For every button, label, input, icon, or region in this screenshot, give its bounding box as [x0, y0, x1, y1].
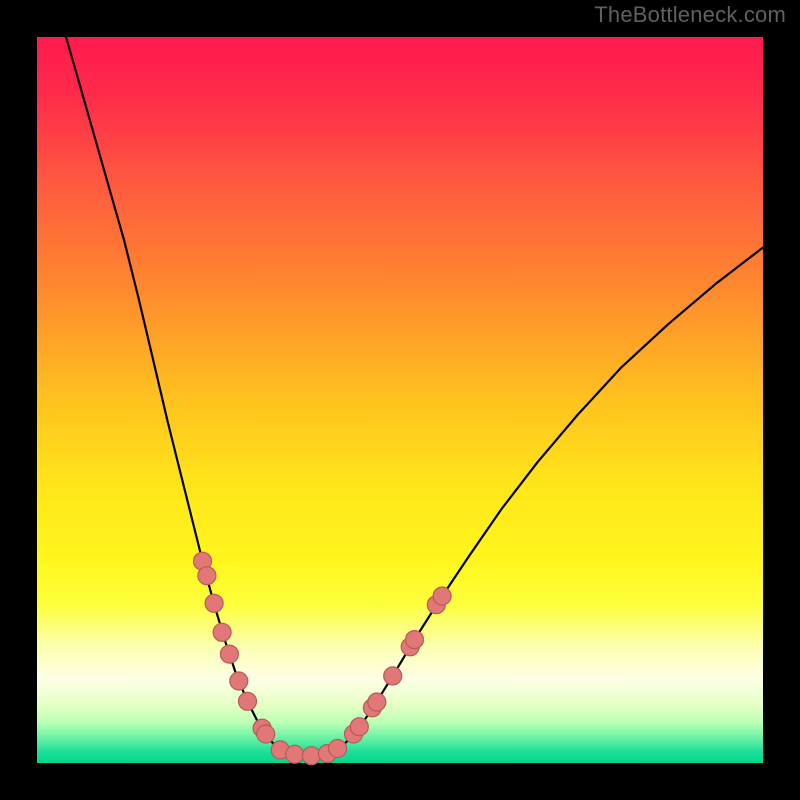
watermark-text: TheBottleneck.com	[594, 2, 786, 28]
data-marker	[198, 567, 216, 585]
data-marker	[329, 740, 347, 758]
chart-svg	[0, 0, 800, 800]
data-marker	[220, 645, 238, 663]
data-marker	[433, 587, 451, 605]
data-marker	[230, 672, 248, 690]
data-marker	[239, 692, 257, 710]
data-marker	[286, 745, 304, 763]
data-marker	[384, 667, 402, 685]
data-marker	[205, 594, 223, 612]
gradient-background	[37, 37, 763, 763]
chart-frame: TheBottleneck.com	[0, 0, 800, 800]
data-marker	[350, 718, 368, 736]
data-marker	[257, 725, 275, 743]
data-marker	[406, 631, 424, 649]
data-marker	[302, 747, 320, 765]
data-marker	[213, 623, 231, 641]
data-marker	[368, 693, 386, 711]
